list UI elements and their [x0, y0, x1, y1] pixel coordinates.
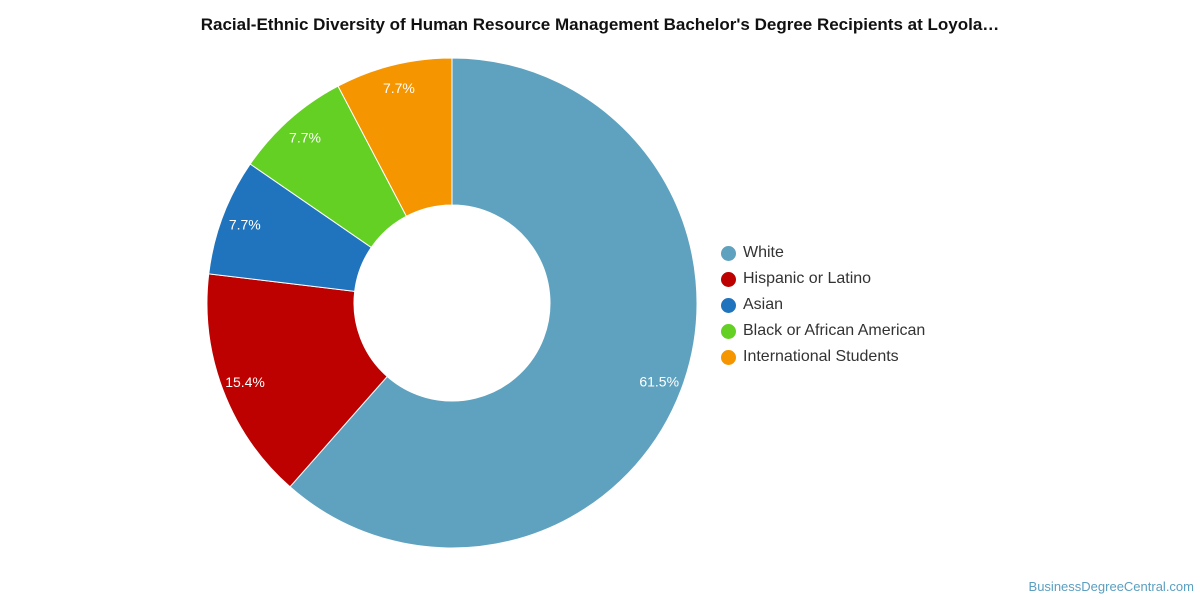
legend-item-asian[interactable]: Asian — [721, 292, 925, 318]
slice-white[interactable] — [289, 57, 698, 549]
legend-swatch — [721, 297, 736, 313]
slice-value-label: 61.5% — [639, 373, 679, 389]
slice-hispanic-or-latino[interactable] — [206, 273, 388, 488]
slice-international-students[interactable] — [337, 57, 453, 217]
legend-swatch — [721, 271, 736, 287]
legend-item-white[interactable]: White — [721, 240, 925, 266]
legend-label: Black or African American — [743, 322, 926, 339]
legend-item-hispanic-or-latino[interactable]: Hispanic or Latino — [721, 266, 925, 292]
slice-value-label: 7.7% — [383, 80, 415, 96]
chart-title: Racial-Ethnic Diversity of Human Resourc… — [200, 15, 1000, 34]
legend-item-international-students[interactable]: International Students — [721, 344, 925, 370]
legend-swatch — [721, 349, 736, 365]
legend-label: Asian — [743, 296, 784, 313]
legend: White Hispanic or Latino Asian Black or Afr… — [721, 240, 925, 370]
slice-value-label: 15.4% — [225, 374, 265, 390]
legend-swatch — [721, 245, 736, 261]
credit-text: BusinessDegreeCentral.com — [1028, 579, 1194, 594]
legend-swatch — [721, 323, 736, 339]
legend-item-black-or-african-american[interactable]: Black or African American — [721, 318, 925, 344]
slice-value-label: 7.7% — [289, 129, 321, 145]
slice-value-label: 7.7% — [229, 217, 261, 233]
legend-label: Hispanic or Latino — [743, 270, 872, 287]
legend-label: White — [743, 244, 784, 261]
legend-label: International Students — [743, 348, 899, 365]
